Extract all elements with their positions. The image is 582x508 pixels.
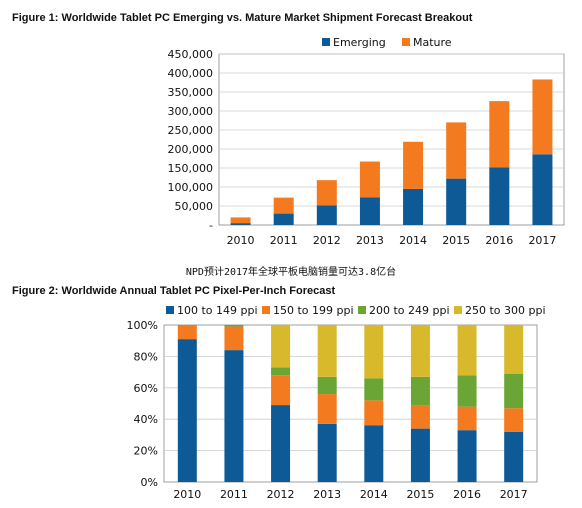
bar-segment-3-2015 bbox=[410, 325, 430, 377]
legend-label-ppi-1: 150 to 199 ppi bbox=[273, 304, 354, 317]
bar-segment-2-2013 bbox=[317, 376, 337, 395]
x-tick-label: 2011 bbox=[270, 234, 298, 247]
bar-segment-0-2017 bbox=[504, 431, 524, 482]
bar-segment-1-2010 bbox=[177, 325, 197, 340]
x-tick-label: 2014 bbox=[360, 488, 388, 501]
bar-segment-0-2010 bbox=[177, 339, 197, 482]
y-tick-label: 60% bbox=[134, 382, 158, 395]
y-tick-label: 300,000 bbox=[168, 105, 214, 118]
bar-emerging-2017 bbox=[532, 154, 553, 225]
bar-segment-2-2017 bbox=[504, 373, 524, 409]
legend-swatch-ppi-3 bbox=[454, 306, 462, 314]
bar-segment-3-2012 bbox=[271, 325, 291, 368]
bar-segment-2-2016 bbox=[457, 375, 477, 407]
bar-emerging-2010 bbox=[230, 223, 251, 225]
figure-2-title: Figure 2: Worldwide Annual Tablet PC Pix… bbox=[12, 285, 336, 297]
legend-label-ppi-3: 250 to 300 ppi bbox=[465, 304, 546, 317]
bar-emerging-2013 bbox=[359, 197, 380, 225]
y-tick-label: - bbox=[209, 219, 213, 232]
x-tick-label: 2011 bbox=[220, 488, 248, 501]
legend-swatch-ppi-1 bbox=[262, 306, 270, 314]
bar-segment-0-2016 bbox=[457, 430, 477, 482]
bar-segment-3-2014 bbox=[364, 325, 384, 379]
x-tick-label: 2015 bbox=[406, 488, 434, 501]
bar-segment-1-2017 bbox=[504, 408, 524, 432]
x-tick-label: 2016 bbox=[453, 488, 481, 501]
y-tick-label: 200,000 bbox=[168, 143, 214, 156]
legend-swatch-mature bbox=[402, 38, 410, 46]
y-tick-label: 50,000 bbox=[175, 200, 214, 213]
bar-segment-0-2011 bbox=[224, 350, 244, 482]
bar-segment-0-2012 bbox=[271, 405, 291, 482]
bar-emerging-2012 bbox=[316, 205, 337, 225]
plot-area bbox=[163, 324, 538, 483]
bar-emerging-2015 bbox=[446, 178, 467, 225]
legend-swatch-emerging bbox=[322, 38, 330, 46]
bar-emerging-2016 bbox=[489, 167, 510, 225]
bar-mature-2010 bbox=[230, 217, 251, 224]
legend-swatch-ppi-2 bbox=[358, 306, 366, 314]
bar-segment-3-2013 bbox=[317, 325, 337, 377]
y-tick-label: 80% bbox=[134, 350, 158, 363]
bar-segment-1-2013 bbox=[317, 394, 337, 424]
y-tick-label: 0% bbox=[141, 476, 158, 489]
legend-swatch-ppi-0 bbox=[166, 306, 174, 314]
bar-mature-2017 bbox=[532, 79, 553, 155]
x-tick-label: 2014 bbox=[399, 234, 427, 247]
x-tick-label: 2013 bbox=[356, 234, 384, 247]
y-tick-label: 100,000 bbox=[168, 181, 214, 194]
x-tick-label: 2017 bbox=[500, 488, 528, 501]
caption: NPD预计2017年全球平板电脑销量可达3.8亿台 bbox=[185, 267, 397, 278]
x-tick-label: 2010 bbox=[227, 234, 255, 247]
bar-segment-2-2012 bbox=[271, 367, 291, 376]
y-tick-label: 20% bbox=[134, 445, 158, 458]
x-tick-label: 2017 bbox=[528, 234, 556, 247]
bar-mature-2011 bbox=[273, 197, 294, 214]
bar-mature-2013 bbox=[359, 161, 380, 198]
bar-segment-0-2013 bbox=[317, 423, 337, 482]
legend-label-mature: Mature bbox=[413, 36, 452, 49]
figure-1-title: Figure 1: Worldwide Tablet PC Emerging v… bbox=[12, 12, 473, 24]
y-tick-label: 40% bbox=[134, 413, 158, 426]
bar-segment-1-2015 bbox=[410, 405, 430, 429]
bar-segment-1-2012 bbox=[271, 375, 291, 406]
bar-segment-1-2016 bbox=[457, 406, 477, 431]
y-tick-label: 100% bbox=[127, 319, 158, 332]
bar-segment-2-2015 bbox=[410, 376, 430, 406]
bar-emerging-2011 bbox=[273, 213, 294, 225]
legend-label-ppi-0: 100 to 149 ppi bbox=[177, 304, 258, 317]
bar-segment-1-2014 bbox=[364, 400, 384, 426]
bar-segment-3-2016 bbox=[457, 325, 477, 376]
legend-label-emerging: Emerging bbox=[333, 36, 386, 49]
x-tick-label: 2013 bbox=[313, 488, 341, 501]
bar-mature-2016 bbox=[489, 101, 510, 168]
y-tick-label: 150,000 bbox=[168, 162, 214, 175]
bar-mature-2012 bbox=[316, 180, 337, 206]
bar-mature-2014 bbox=[403, 141, 424, 189]
bar-segment-0-2015 bbox=[410, 428, 430, 482]
chart-1-shipments: - 50,000 100,000 150,000 200,000 250,000 300,0… bbox=[168, 36, 565, 247]
legend-label-ppi-2: 200 to 249 ppi bbox=[369, 304, 450, 317]
y-tick-label: 350,000 bbox=[168, 86, 214, 99]
bar-emerging-2014 bbox=[403, 188, 424, 225]
bar-segment-2-2014 bbox=[364, 378, 384, 401]
y-tick-label: 250,000 bbox=[168, 124, 214, 137]
bar-segment-0-2014 bbox=[364, 425, 384, 482]
x-tick-label: 2015 bbox=[442, 234, 470, 247]
bar-segment-1-2011 bbox=[224, 326, 244, 351]
y-tick-label: 400,000 bbox=[168, 67, 214, 80]
bar-segment-3-2017 bbox=[504, 325, 524, 374]
bar-mature-2015 bbox=[446, 122, 467, 179]
x-tick-label: 2012 bbox=[313, 234, 341, 247]
bar-segment-2-2011 bbox=[224, 325, 244, 327]
x-tick-label: 2012 bbox=[267, 488, 295, 501]
x-tick-label: 2016 bbox=[485, 234, 513, 247]
x-tick-label: 2010 bbox=[173, 488, 201, 501]
y-tick-label: 450,000 bbox=[168, 48, 214, 61]
